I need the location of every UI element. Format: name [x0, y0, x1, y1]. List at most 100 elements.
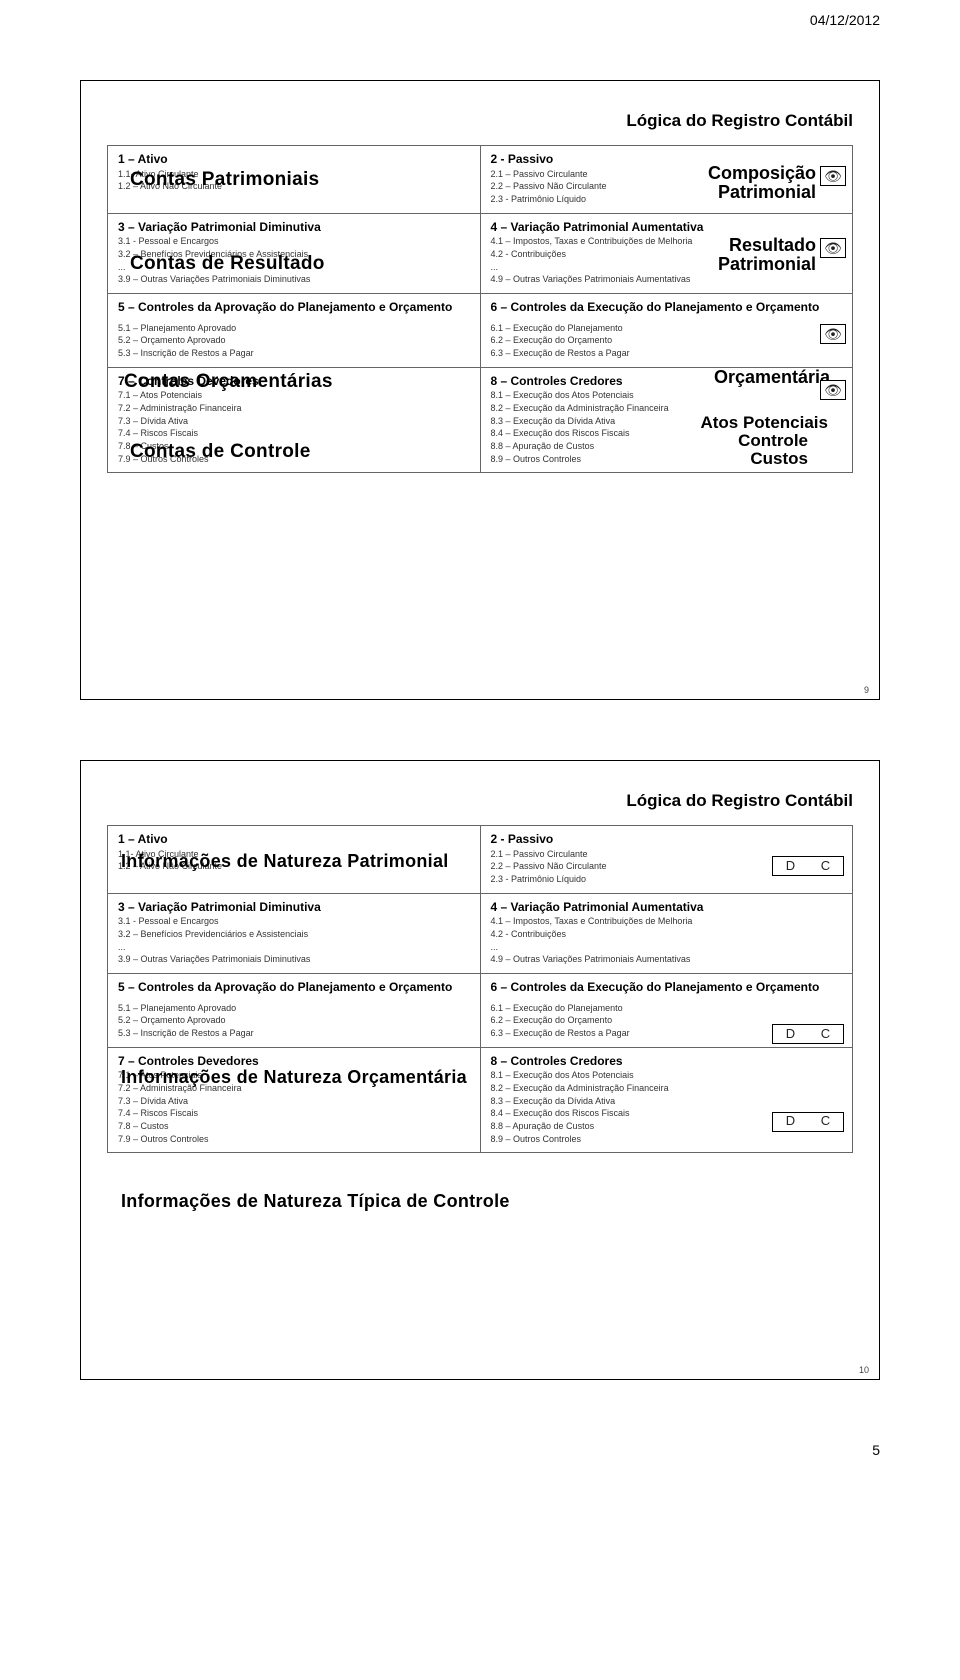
cell-8: 8 – Controles Credores 8.1 – Execução do… [480, 367, 853, 473]
page-number: 5 [872, 1442, 880, 1458]
sec-6-i0: 6.1 – Execução do Planejamento [491, 323, 845, 335]
sec2-8-head: 8 – Controles Credores [491, 1054, 845, 1070]
dc-d-3: D [786, 1113, 795, 1130]
cell-7: 7 – Controles Devedores 7.1 – Atos Poten… [108, 367, 481, 473]
overlay-info-controle: Informações de Natureza Típica de Contro… [121, 1191, 510, 1212]
sec-4-i3: 4.9 – Outras Variações Patrimoniais Aume… [491, 274, 845, 286]
sec-5-i1: 5.2 – Orçamento Aprovado [118, 335, 472, 347]
slide-num-2: 10 [859, 1365, 869, 1375]
sec2-4-i2: ... [491, 942, 845, 954]
eye-icon-1: 👁 [820, 166, 846, 186]
sec-5-i2: 5.3 – Inscrição de Restos a Pagar [118, 348, 472, 360]
sec2-5-i0: 5.1 – Planejamento Aprovado [118, 1003, 472, 1015]
cell-3: 3 – Variação Patrimonial Diminutiva 3.1 … [108, 213, 481, 293]
overlay-contas-resultado: Contas de Resultado [130, 252, 325, 277]
cell-5: 5 – Controles da Aprovação do Planejamen… [108, 294, 481, 368]
sec-7-i2: 7.3 – Dívida Ativa [118, 416, 472, 428]
cell2-5: 5 – Controles da Aprovação do Planejamen… [108, 974, 481, 1048]
sec2-3-i3: 3.9 – Outras Variações Patrimoniais Dimi… [118, 954, 472, 966]
sec-7-i0: 7.1 – Atos Potenciais [118, 390, 472, 402]
sec2-5-head: 5 – Controles da Aprovação do Planejamen… [118, 980, 472, 996]
sec-4-head: 4 – Variação Patrimonial Aumentativa [491, 220, 845, 236]
sec-3-i0: 3.1 - Pessoal e Encargos [118, 236, 472, 248]
overlay-atos-potenciais: Atos Potenciais [700, 414, 828, 432]
cell2-4: 4 – Variação Patrimonial Aumentativa 4.1… [480, 893, 853, 973]
sec2-3-i0: 3.1 - Pessoal e Encargos [118, 916, 472, 928]
sec2-8-i5: 8.9 – Outros Controles [491, 1134, 845, 1146]
cell-4: 4 – Variação Patrimonial Aumentativa 4.1… [480, 213, 853, 293]
sec2-7-i3: 7.4 – Riscos Fiscais [118, 1108, 472, 1120]
slide-1-title: Lógica do Registro Contábil [107, 111, 853, 131]
sec2-4-i0: 4.1 – Impostos, Taxas e Contribuições de… [491, 916, 845, 928]
sec-8-i0: 8.1 – Execução dos Atos Potenciais [491, 390, 845, 402]
cell-1: 1 – Ativo 1.1- Ativo Circulante 1.2 – At… [108, 146, 481, 214]
cell2-2: 2 - Passivo 2.1 – Passivo Circulante 2.2… [480, 826, 853, 894]
slide-num-1: 9 [864, 685, 869, 695]
overlay-contas-patrimoniais: Contas Patrimoniais [130, 168, 319, 193]
sec2-3-head: 3 – Variação Patrimonial Diminutiva [118, 900, 472, 916]
overlay-resultado-patrimonial: Resultado Patrimonial [718, 236, 816, 274]
dc-d-2: D [786, 1026, 795, 1043]
sec2-1-head: 1 – Ativo [118, 832, 472, 848]
cell-2: 2 - Passivo 2.1 – Passivo Circulante 2.2… [480, 146, 853, 214]
eye-icon-2: 👁 [820, 238, 846, 258]
dc-d-1: D [786, 858, 795, 875]
sec2-4-i3: 4.9 – Outras Variações Patrimoniais Aume… [491, 954, 845, 966]
sec2-6-head: 6 – Controles da Execução do Planejament… [491, 980, 845, 996]
slide-1: Lógica do Registro Contábil 1 – Ativo 1.… [80, 80, 880, 700]
dc-box-3: D C [772, 1112, 844, 1132]
sec2-7-i5: 7.9 – Outros Controles [118, 1134, 472, 1146]
cell2-7: 7 – Controles Devedores 7.1 – Atos Poten… [108, 1047, 481, 1153]
sec-5-i0: 5.1 – Planejamento Aprovado [118, 323, 472, 335]
sec2-4-i1: 4.2 - Contribuições [491, 929, 845, 941]
sec-7-head: 7 – Controles Devedores [118, 374, 472, 390]
sec-7-i3: 7.4 – Riscos Fiscais [118, 428, 472, 440]
sec2-7-i2: 7.3 – Dívida Ativa [118, 1096, 472, 1108]
dc-box-1: D C [772, 856, 844, 876]
sec2-8-i0: 8.1 – Execução dos Atos Potenciais [491, 1070, 845, 1082]
grid-1: 1 – Ativo 1.1- Ativo Circulante 1.2 – At… [107, 145, 853, 473]
res-l2: Patrimonial [718, 254, 816, 274]
comp-l2: Patrimonial [718, 182, 816, 202]
page-date: 04/12/2012 [810, 12, 880, 28]
sec2-8-i2: 8.3 – Execução da Dívida Ativa [491, 1096, 845, 1108]
dc-c-2: C [821, 1026, 830, 1043]
dc-c-1: C [821, 858, 830, 875]
slide-2-title: Lógica do Registro Contábil [107, 791, 853, 811]
res-l1: Resultado [729, 235, 816, 255]
sec-6-head: 6 – Controles da Execução do Planejament… [491, 300, 845, 316]
sec2-3-i1: 3.2 – Benefícios Previdenciários e Assis… [118, 929, 472, 941]
overlay-custos: Custos [750, 450, 808, 468]
sec2-3-i2: ... [118, 942, 472, 954]
dc-c-3: C [821, 1113, 830, 1130]
sec-6-i2: 6.3 – Execução de Restos a Pagar [491, 348, 845, 360]
overlay-info-orcamentaria: Informações de Natureza Orçamentária [121, 1067, 467, 1088]
sec2-2-head: 2 - Passivo [491, 832, 845, 848]
sec2-7-i4: 7.8 – Custos [118, 1121, 472, 1133]
sec2-6-i0: 6.1 – Execução do Planejamento [491, 1003, 845, 1015]
sec-3-head: 3 – Variação Patrimonial Diminutiva [118, 220, 472, 236]
sec-7-i1: 7.2 – Administração Financeira [118, 403, 472, 415]
dc-box-2: D C [772, 1024, 844, 1044]
overlay-composicao-patrimonial: Composição Patrimonial [708, 164, 816, 202]
slide-2: Lógica do Registro Contábil 1 – Ativo 1.… [80, 760, 880, 1380]
eye-icon-3: 👁 [820, 324, 846, 344]
sec-6-i1: 6.2 – Execução do Orçamento [491, 335, 845, 347]
overlay-controle: Controle [738, 432, 808, 450]
sec-8-head: 8 – Controles Credores [491, 374, 845, 390]
comp-l1: Composição [708, 163, 816, 183]
sec-1-head: 1 – Ativo [118, 152, 472, 168]
overlay-info-patrimonial: Informações de Natureza Patrimonial [121, 851, 449, 872]
eye-icon-4: 👁 [820, 380, 846, 400]
sec2-4-head: 4 – Variação Patrimonial Aumentativa [491, 900, 845, 916]
sec2-5-i1: 5.2 – Orçamento Aprovado [118, 1015, 472, 1027]
cell2-6: 6 – Controles da Execução do Planejament… [480, 974, 853, 1048]
cell2-8: 8 – Controles Credores 8.1 – Execução do… [480, 1047, 853, 1153]
sec2-5-i2: 5.3 – Inscrição de Restos a Pagar [118, 1028, 472, 1040]
grid-2: 1 – Ativo 1.1- Ativo Circulante 1.2 – At… [107, 825, 853, 1153]
sec-5-head: 5 – Controles da Aprovação do Planejamen… [118, 300, 472, 316]
cell2-3: 3 – Variação Patrimonial Diminutiva 3.1 … [108, 893, 481, 973]
cell-6: 6 – Controles da Execução do Planejament… [480, 294, 853, 368]
overlay-contas-controle: Contas de Controle [130, 440, 311, 465]
sec2-8-i1: 8.2 – Execução da Administração Financei… [491, 1083, 845, 1095]
